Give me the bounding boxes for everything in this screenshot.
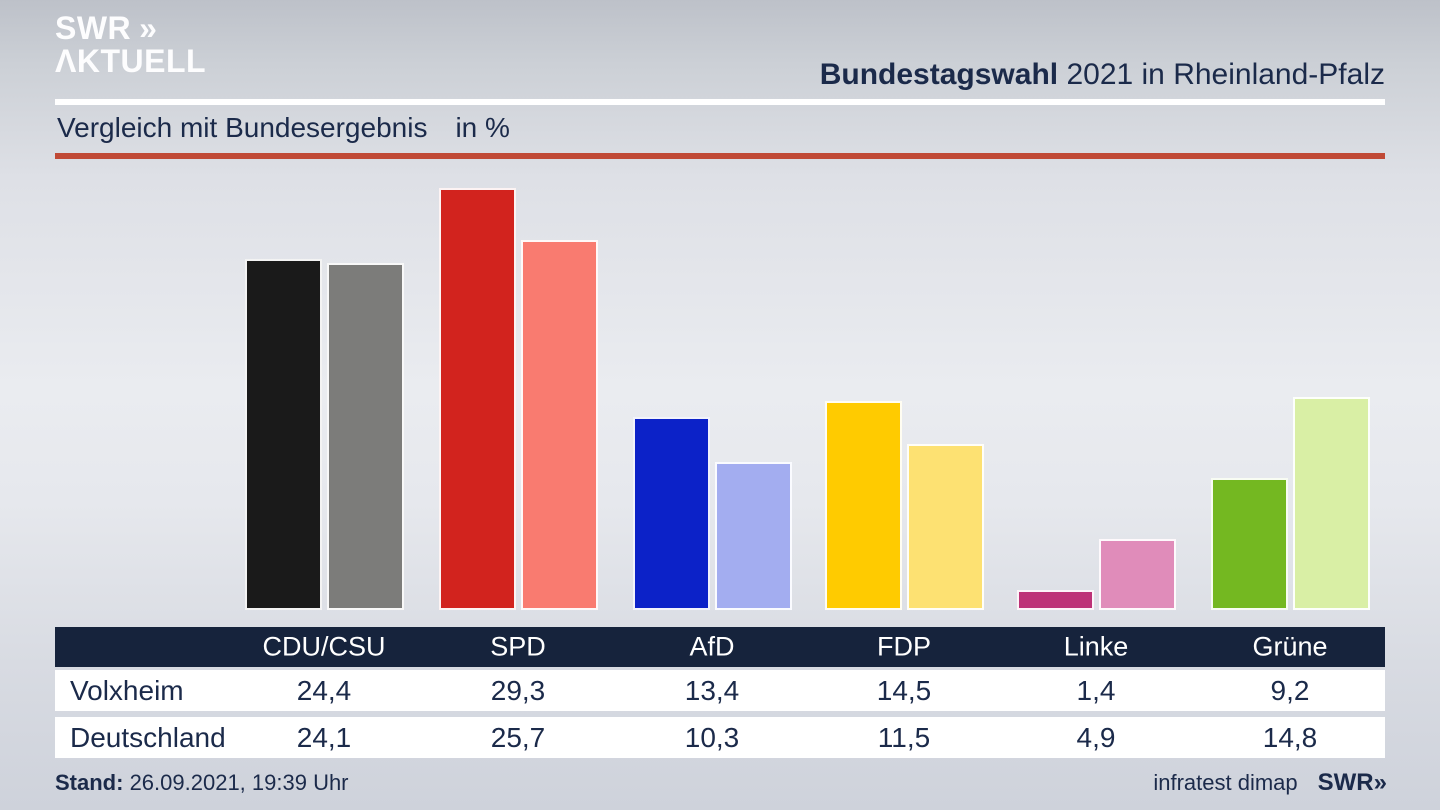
bar-volxheim-grüne [1210, 478, 1288, 610]
table-cell: 11,5 [877, 721, 931, 753]
logo-line-1: SWR» [55, 12, 206, 45]
column-header-grüne: Grüne [1252, 631, 1328, 662]
bar-deutschland-spd [520, 240, 598, 610]
bar-deutschland-afd [714, 462, 792, 610]
bar-volxheim-linke [1016, 590, 1094, 610]
title-bold: Bundestagswahl [819, 58, 1059, 91]
table-row-deutschland: Deutschland 24,1 25,7 10,3 11,5 4,9 14,8 [55, 717, 1385, 758]
accent-divider [55, 153, 1385, 159]
bar-volxheim-afd [632, 417, 710, 610]
table-cell: 25,7 [490, 721, 546, 753]
bar-volxheim-spd [438, 188, 516, 610]
source-credit: infratest dimap SWR» [1153, 769, 1387, 797]
timestamp: Stand: 26.09.2021, 19:39 Uhr [55, 770, 349, 796]
table-cell: 1,4 [1076, 674, 1116, 706]
table-cell: 13,4 [684, 674, 740, 706]
header-divider [55, 99, 1385, 105]
bar-volxheim-fdp [824, 401, 902, 610]
swr-logo: SWR» [1317, 769, 1387, 797]
table-cell: 10,3 [684, 721, 740, 753]
row-label-volxheim: Volxheim [70, 674, 184, 706]
subtitle-unit: in % [455, 112, 510, 143]
column-header-cdu-csu: CDU/CSU [262, 631, 386, 662]
title-rest: 2021 in Rheinland-Pfalz [1058, 58, 1385, 91]
table-cell: 24,1 [296, 721, 352, 753]
bar-deutschland-grüne [1292, 397, 1370, 610]
table-cell: 29,3 [490, 674, 546, 706]
swr-logo-chevrons-icon: » [1373, 769, 1387, 796]
column-header-linke: Linke [1063, 631, 1129, 662]
bar-deutschland-fdp [906, 444, 984, 610]
table-cell: 24,4 [296, 674, 352, 706]
table-header-row: CDU/CSU SPD AfD FDP Linke Grüne [55, 627, 1385, 667]
bar-chart [244, 188, 1370, 610]
swr-aktuell-logo: SWR» ΛKTUELL [55, 12, 206, 77]
timestamp-label: Stand: [55, 770, 124, 795]
logo-line-2: ΛKTUELL [55, 42, 207, 79]
page-title: Bundestagswahl 2021 in Rheinland-Pfalz [820, 58, 1385, 92]
table-cell: 14,5 [876, 674, 932, 706]
table-cell: 9,2 [1270, 674, 1310, 706]
source-name: infratest dimap [1153, 770, 1298, 795]
timestamp-value: 26.09.2021, 19:39 Uhr [123, 770, 349, 795]
table-cell: 14,8 [1262, 721, 1318, 753]
column-header-fdp: FDP [877, 631, 931, 662]
logo-text: SWR [55, 10, 132, 46]
chart-subtitle: Vergleich mit Bundesergebnis in % [57, 112, 510, 144]
subtitle-text: Vergleich mit Bundesergebnis [57, 112, 428, 143]
column-header-spd: SPD [490, 631, 546, 662]
bar-deutschland-cdu-csu [326, 263, 404, 610]
table-row-volxheim: Volxheim 24,4 29,3 13,4 14,5 1,4 9,2 [55, 670, 1385, 711]
table-cell: 4,9 [1076, 721, 1116, 753]
row-label-deutschland: Deutschland [70, 721, 226, 753]
column-header-afd: AfD [689, 631, 735, 662]
bar-deutschland-linke [1098, 539, 1176, 610]
bar-volxheim-cdu-csu [244, 259, 322, 610]
swr-logo-text: SWR [1317, 769, 1374, 796]
chevrons-icon: » [139, 10, 157, 46]
